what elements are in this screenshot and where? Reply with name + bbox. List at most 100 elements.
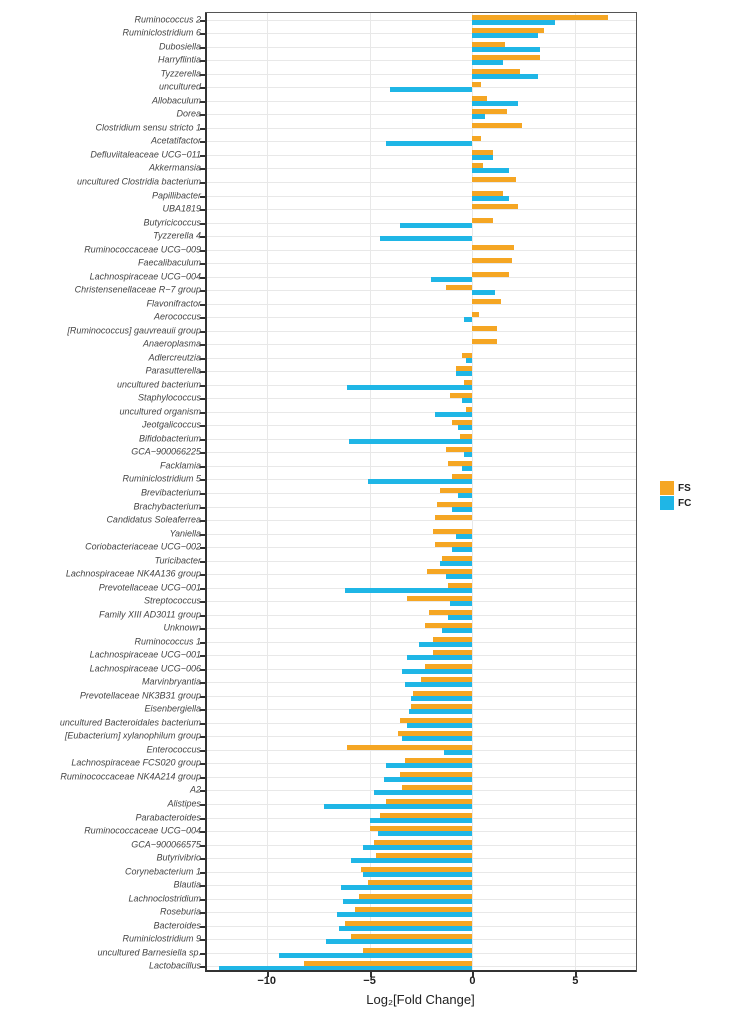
y-gridline <box>205 60 636 61</box>
y-tick-label: Candidatus Soleaferrea <box>106 516 205 525</box>
y-tick-label: [Ruminococcus] gauvreauii group <box>67 326 205 335</box>
y-gridline <box>205 750 636 751</box>
y-tick-label: Turicibacter <box>155 556 205 565</box>
bar-fc <box>472 47 540 52</box>
y-gridline <box>205 547 636 548</box>
bar-fc <box>446 574 473 579</box>
legend-label: FC <box>678 498 691 509</box>
bar-fs <box>472 272 509 277</box>
x-tick-label: 5 <box>572 972 578 987</box>
y-tick-label: Ruminococcaceae NK4A214 group <box>60 772 205 781</box>
y-gridline <box>205 331 636 332</box>
y-gridline <box>205 155 636 156</box>
y-gridline <box>205 412 636 413</box>
y-gridline <box>205 277 636 278</box>
y-tick-label: uncultured bacterium <box>117 380 205 389</box>
y-tick-label: Lachnoclostridium <box>128 894 205 903</box>
bar-fc <box>370 818 473 823</box>
bar-fc <box>402 736 472 741</box>
y-gridline <box>205 493 636 494</box>
y-tick-label: Tyzzerella <box>161 69 205 78</box>
y-gridline <box>205 209 636 210</box>
y-tick-label: Family XIII AD3011 group <box>99 610 205 619</box>
y-tick-label: Harryflintia <box>158 56 205 65</box>
y-tick-label: GCA−900066575 <box>131 840 205 849</box>
y-gridline <box>205 615 636 616</box>
bar-fs <box>472 299 501 304</box>
bar-fc <box>472 20 554 25</box>
y-gridline <box>205 398 636 399</box>
y-tick-label: Dubosiella <box>159 42 205 51</box>
y-gridline <box>205 128 636 129</box>
y-tick-label: Unknown <box>163 624 205 633</box>
y-tick-label: Ruminiclostridium 5 <box>122 475 205 484</box>
y-tick-label: Lachnospiraceae UCG−006 <box>90 664 205 673</box>
y-tick-label: Acetatifactor <box>151 137 205 146</box>
y-tick-label: Streptococcus <box>144 597 205 606</box>
y-tick-label: Parasutterella <box>145 367 205 376</box>
legend-swatch <box>660 481 674 495</box>
bar-fc <box>452 547 473 552</box>
y-tick-label: Flavonifractor <box>146 299 205 308</box>
bar-fs <box>472 258 511 263</box>
y-tick-label: Bacteroides <box>153 921 205 930</box>
y-tick-label: A2 <box>190 786 205 795</box>
bar-fc <box>464 452 472 457</box>
bar-fc <box>442 628 473 633</box>
bar-fc <box>363 845 472 850</box>
bar-fc <box>400 223 472 228</box>
bar-fc <box>411 696 473 701</box>
bar-fc <box>380 236 473 241</box>
y-tick-label: uncultured Clostridia bacterium <box>77 178 205 187</box>
y-gridline <box>205 534 636 535</box>
y-tick-label: Clostridium sensu stricto 1 <box>95 123 205 132</box>
y-tick-label: Prevotellaceae UCG−001 <box>99 583 205 592</box>
y-gridline <box>205 628 636 629</box>
bar-fc <box>390 87 472 92</box>
bar-fs <box>435 515 472 520</box>
y-tick-label: Lachnospiraceae FCS020 group <box>71 759 205 768</box>
bar-fc <box>279 953 472 958</box>
bar-fc <box>472 114 484 119</box>
y-tick-label: UBA1819 <box>162 205 205 214</box>
y-gridline <box>205 601 636 602</box>
y-tick-label: Coriobacteriaceae UCG−002 <box>85 543 205 552</box>
bar-fc <box>339 926 473 931</box>
bar-fc <box>368 479 473 484</box>
y-gridline <box>205 196 636 197</box>
bar-fc <box>386 763 472 768</box>
bar-fc <box>341 885 473 890</box>
y-tick-label: Enterococcus <box>146 745 205 754</box>
y-tick-label: Corynebacterium 1 <box>125 867 205 876</box>
y-tick-label: Prevotellaceae NK3B31 group <box>80 691 205 700</box>
y-gridline <box>205 425 636 426</box>
y-tick-label: Ruminococcaceae UCG−009 <box>84 245 205 254</box>
y-gridline <box>205 182 636 183</box>
bar-fc <box>440 561 473 566</box>
bar-fc <box>378 831 473 836</box>
y-tick-label: Alistipes <box>167 799 205 808</box>
y-gridline <box>205 263 636 264</box>
bar-fc <box>374 790 473 795</box>
y-gridline <box>205 520 636 521</box>
y-axis-line <box>205 13 207 972</box>
x-tick-label: −10 <box>257 972 276 987</box>
y-gridline <box>205 114 636 115</box>
bar-fc <box>450 601 473 606</box>
y-tick-label: Brachybacterium <box>133 502 205 511</box>
y-tick-label: Facklamia <box>160 461 205 470</box>
bar-fc <box>405 682 473 687</box>
bar-fs <box>472 136 480 141</box>
y-tick-label: Parabacteroides <box>135 813 205 822</box>
y-tick-label: Ruminococcaceae UCG−004 <box>84 827 205 836</box>
y-gridline <box>205 20 636 21</box>
y-tick-label: Lachnospiraceae UCG−001 <box>90 651 205 660</box>
y-gridline <box>205 344 636 345</box>
y-tick-label: uncultured Barnesiella sp. <box>97 948 205 957</box>
bar-fc <box>458 425 472 430</box>
bar-fs <box>472 123 521 128</box>
y-tick-label: Papillibacter <box>152 191 205 200</box>
y-gridline <box>205 574 636 575</box>
bar-fs <box>472 339 497 344</box>
bar-fc <box>326 939 472 944</box>
